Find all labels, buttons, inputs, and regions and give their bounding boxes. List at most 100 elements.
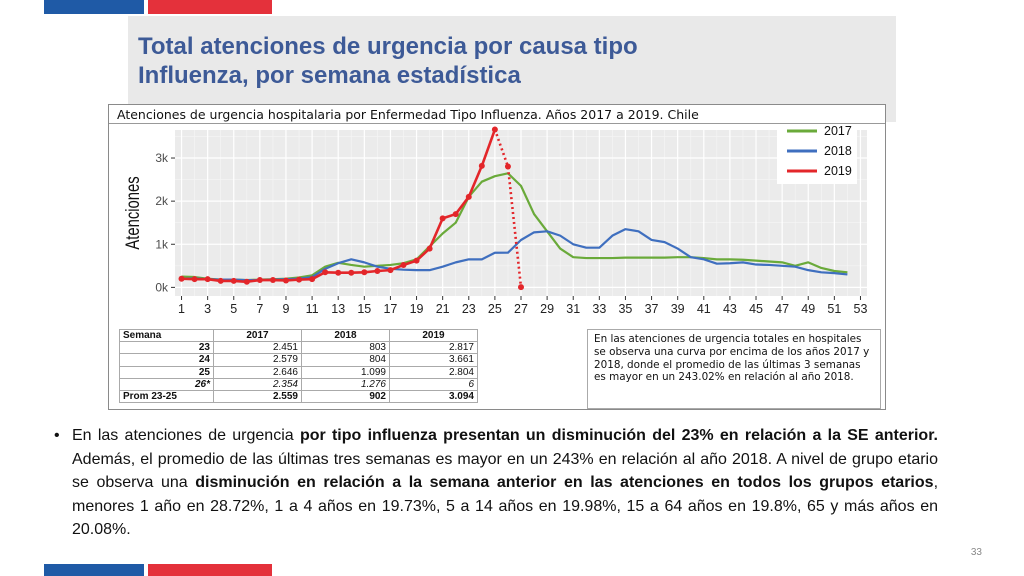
table-row: Prom 23-25 2.559 902 3.094 [119, 389, 478, 404]
x-tick-label: 39 [671, 302, 685, 316]
bullet-text: En las atenciones de urgencia [72, 427, 300, 444]
note-text: En las atenciones de urgencia totales en… [587, 329, 881, 409]
series-2019-point [348, 269, 355, 276]
slide-title-line-2: Influenza, por semana estadística [138, 62, 521, 89]
table-cell: 804 [301, 353, 390, 367]
series-2019-point [374, 267, 381, 274]
data-table: Semana 2017 2018 2019 23 2.451 803 2.817… [119, 328, 478, 404]
table-cell: 2.804 [389, 365, 478, 379]
x-tick-label: 21 [436, 302, 450, 316]
series-2019-point [269, 277, 276, 284]
series-2019-point [452, 211, 459, 218]
y-tick-label: 3k [155, 151, 169, 165]
table-row: 26* 2.354 1.276 6 [119, 377, 478, 391]
top-accent-bar-red [148, 0, 272, 14]
table-cell: 6 [389, 377, 478, 391]
x-tick-label: 49 [801, 302, 815, 316]
x-tick-label: 23 [462, 302, 476, 316]
series-2019-line-dotted [493, 129, 523, 288]
table-cell: 2.451 [213, 341, 302, 355]
slide-title: Total atenciones de urgencia por causa t… [138, 32, 638, 90]
series-2019-point [296, 276, 303, 283]
table-header-cell: 2018 [301, 328, 390, 343]
bullet-marker: • [54, 427, 60, 444]
legend-label-2017: 2017 [824, 124, 852, 138]
legend-label-2018: 2018 [824, 144, 852, 158]
series-2019-point [243, 278, 250, 285]
series-2019-point [478, 162, 485, 169]
table-header-cell: 2017 [213, 328, 302, 343]
table-cell: 23 [119, 341, 214, 355]
x-tick-label: 35 [618, 302, 632, 316]
x-tick-label: 3 [204, 302, 211, 316]
x-tick-label: 17 [383, 302, 397, 316]
series-2019-point [178, 275, 185, 282]
x-tick-label: 33 [592, 302, 606, 316]
x-tick-label: 31 [566, 302, 580, 316]
series-2019-point [491, 126, 498, 133]
x-tick-label: 5 [230, 302, 237, 316]
table-row: 23 2.451 803 2.817 [119, 341, 478, 355]
x-tick-label: 43 [723, 302, 737, 316]
series-2019-point [400, 261, 407, 268]
bullet-paragraph: • En las atenciones de urgencia por tipo… [54, 424, 939, 542]
legend-box [777, 124, 857, 184]
x-tick-label: 1 [178, 302, 185, 316]
table-cell: 1.276 [301, 377, 390, 391]
x-tick-label: 27 [514, 302, 528, 316]
series-2019-point [256, 277, 263, 284]
table-row: 25 2.646 1.099 2.804 [119, 365, 478, 379]
series-2019-point [309, 276, 316, 283]
series-2019-point [335, 269, 342, 276]
bullet-text: Además, el promedio de las últimas tres … [72, 450, 938, 492]
table-cell: 1.099 [301, 365, 390, 379]
table-cell: 25 [119, 365, 214, 379]
table-cell: 803 [301, 341, 390, 355]
table-header-cell: Semana [119, 328, 214, 343]
x-tick-label: 47 [775, 302, 789, 316]
bullet-text: , menores 1 año en 28.72%, 1 a 4 años en… [72, 474, 939, 538]
series-2019-point [413, 257, 420, 264]
bottom-accent-bar-red [148, 564, 272, 576]
table-cell: 2.354 [213, 377, 302, 391]
x-tick-label: 7 [256, 302, 263, 316]
y-tick-label: 2k [155, 194, 169, 208]
series-2019-point [387, 267, 394, 274]
bullet-bold-text: por tipo influenza presentan un disminuc… [299, 427, 938, 444]
x-tick-label: 45 [749, 302, 763, 316]
chart-title: Atenciones de urgencia hospitalaria por … [109, 105, 885, 124]
chart-figure: Atenciones de urgencia hospitalaria por … [108, 104, 886, 410]
page-number: 33 [970, 547, 982, 558]
x-tick-label: 15 [357, 302, 371, 316]
series-2019-point [217, 277, 224, 284]
table-row: 24 2.579 804 3.661 [119, 353, 478, 367]
x-tick-label: 53 [854, 302, 868, 316]
series-2019-point [230, 277, 237, 284]
x-tick-label: 19 [410, 302, 424, 316]
x-tick-label: 9 [283, 302, 290, 316]
y-tick-label: 1k [155, 237, 169, 251]
series-2019-point [361, 269, 368, 276]
x-tick-label: 41 [697, 302, 711, 316]
x-tick-label: 37 [645, 302, 659, 316]
series-2019-point [204, 276, 211, 283]
table-cell: 2.559 [213, 389, 302, 404]
bullet-bold-text: disminución en relación a la semana ante… [195, 474, 934, 491]
y-tick-label: 0k [155, 280, 169, 294]
table-header-cell: 2019 [389, 328, 478, 343]
table-cell: 902 [301, 389, 390, 404]
bottom-accent-bar-blue [44, 564, 144, 576]
table-cell: 2.579 [213, 353, 302, 367]
table-cell: 24 [119, 353, 214, 367]
series-2019-point [322, 269, 329, 276]
series-2019-point [518, 284, 524, 291]
x-tick-label: 25 [488, 302, 502, 316]
series-2019-point [282, 277, 289, 284]
series-2019-point [504, 163, 511, 170]
x-tick-label: 13 [331, 302, 345, 316]
series-2019-point [439, 215, 446, 222]
table-cell: 2.817 [389, 341, 478, 355]
series-2019-point [465, 193, 472, 200]
table-header-row: Semana 2017 2018 2019 [119, 328, 478, 343]
